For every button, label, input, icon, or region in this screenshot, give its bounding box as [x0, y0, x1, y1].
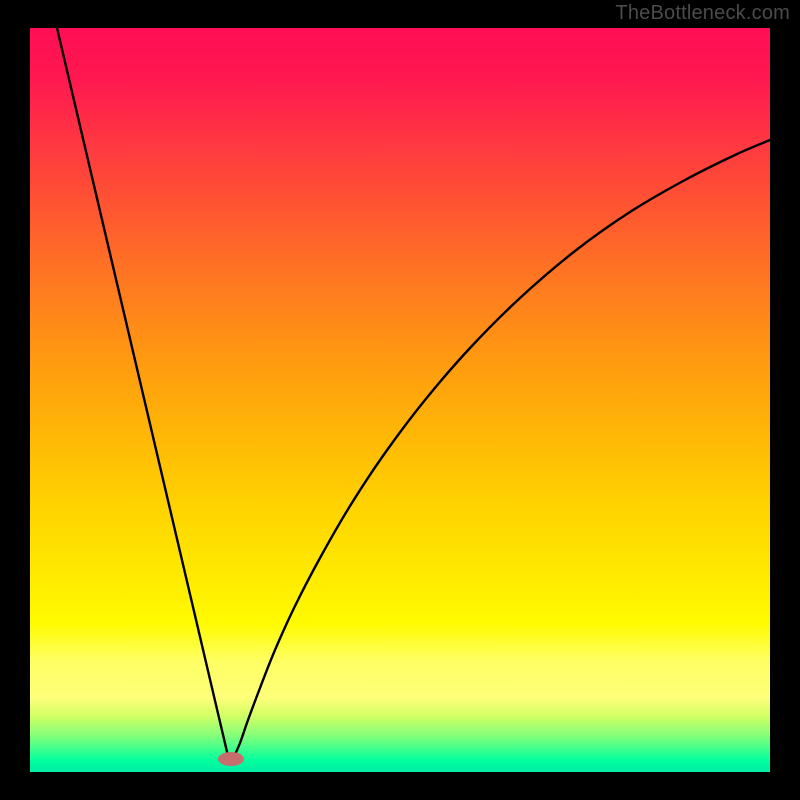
curve-path [57, 28, 770, 758]
chart-container: TheBottleneck.com [0, 0, 800, 800]
optimal-point-marker [218, 752, 244, 766]
watermark-text: TheBottleneck.com [615, 2, 790, 25]
plot-area [30, 28, 770, 772]
bottleneck-curve [30, 28, 770, 772]
